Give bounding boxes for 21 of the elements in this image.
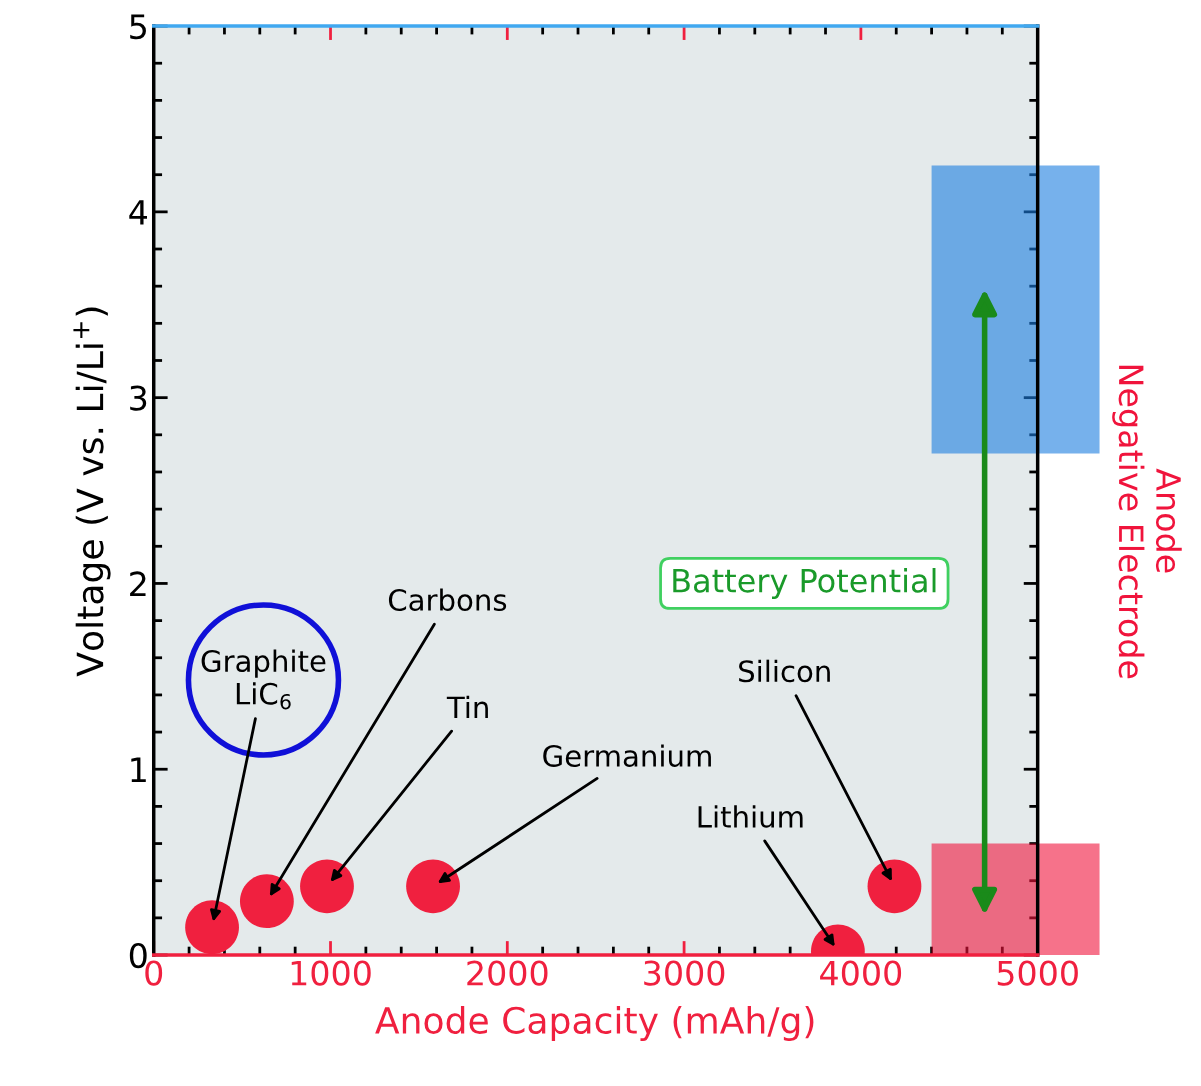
y-tick-label: 4 bbox=[129, 200, 147, 225]
annotation: Tin bbox=[446, 695, 488, 718]
y-tick-label: 5 bbox=[130, 14, 146, 40]
annotation: Graphite LiC$_{6}$ bbox=[201, 649, 326, 710]
x-tick-label: 4000 bbox=[820, 960, 902, 986]
text: Anode Negative Electrode bbox=[1112, 365, 1182, 679]
y-tick-label: 1 bbox=[131, 757, 146, 782]
annotation: Carbons bbox=[388, 588, 507, 611]
y-tick-label: 3 bbox=[130, 385, 147, 411]
x-tick-label: 5000 bbox=[997, 960, 1078, 986]
annotation: Germanium bbox=[543, 744, 711, 767]
annotation: Lithium bbox=[698, 805, 803, 828]
y-tick-label: 0 bbox=[129, 942, 147, 969]
y-axis-title: Voltage (V vs. Li/Li$^{+}$) bbox=[73, 307, 111, 677]
x-tick-label: 2000 bbox=[467, 960, 548, 986]
x-axis-title: Anode Capacity (mAh/g) bbox=[375, 1006, 814, 1041]
x-tick-label: 1000 bbox=[291, 960, 371, 986]
x-tick-label: 3000 bbox=[644, 960, 725, 986]
y-tick-label: 2 bbox=[130, 571, 146, 597]
annotation: Silicon bbox=[739, 659, 830, 683]
annotation: Battery Potential bbox=[673, 567, 936, 599]
